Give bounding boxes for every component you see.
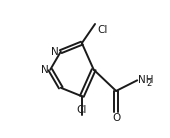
Text: N: N: [51, 47, 59, 57]
Text: O: O: [112, 113, 120, 123]
Text: N: N: [40, 65, 48, 75]
Text: 2: 2: [146, 79, 151, 88]
Text: Cl: Cl: [98, 25, 108, 34]
Text: Cl: Cl: [77, 105, 87, 115]
Text: NH: NH: [138, 75, 153, 85]
